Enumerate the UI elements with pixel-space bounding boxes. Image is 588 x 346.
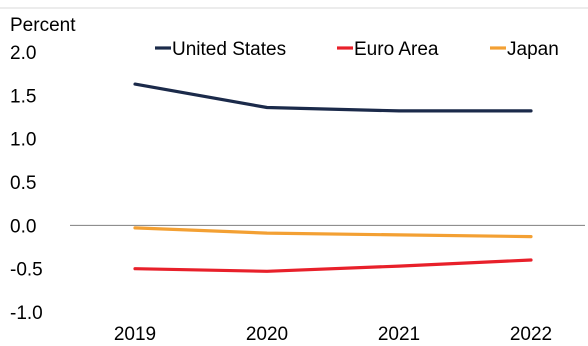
series-lines: [133, 82, 533, 273]
x-tick-label: 2020: [246, 324, 288, 345]
x-tick-label: 2019: [114, 324, 156, 345]
series-line-japan: [133, 226, 533, 239]
legend: United States Euro Area Japan: [155, 39, 559, 60]
y-tick-label: -0.5: [10, 260, 43, 281]
series-line-euro-area: [133, 258, 533, 273]
y-tick-label: -1.0: [10, 303, 43, 324]
y-tick-label: 2.0: [10, 43, 36, 64]
legend-label: Euro Area: [354, 39, 439, 60]
x-axis-ticks: 2019 2020 2021 2022: [114, 324, 552, 345]
series-line-united-states: [133, 82, 533, 113]
x-tick-label: 2022: [510, 324, 552, 345]
y-tick-label: 0.5: [10, 173, 36, 194]
legend-label: United States: [172, 39, 286, 60]
x-tick-label: 2021: [378, 324, 420, 345]
y-unit-label: Percent: [10, 15, 76, 36]
y-axis-ticks: 2.0 1.5 1.0 0.5 0.0 -0.5 -1.0: [10, 43, 43, 324]
y-tick-label: 1.0: [10, 130, 36, 151]
y-tick-label: 1.5: [10, 86, 36, 107]
y-tick-label: 0.0: [10, 216, 36, 237]
legend-label: Japan: [507, 39, 559, 60]
